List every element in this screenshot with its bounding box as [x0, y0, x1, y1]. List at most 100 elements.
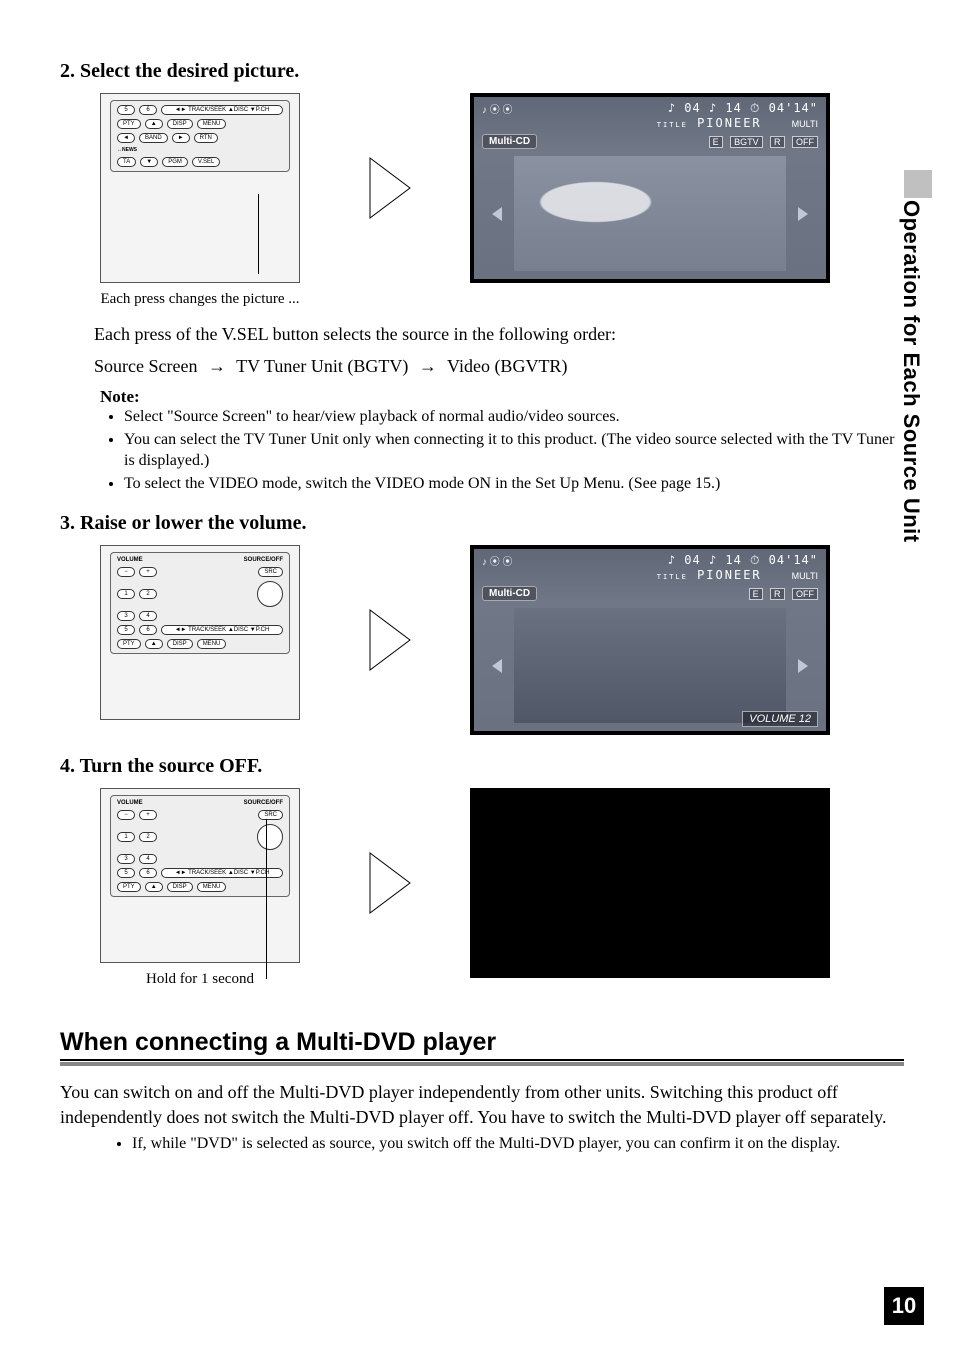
remote-btn-plus: +	[139, 567, 157, 577]
step2-row: 5 6 ◄► TRACK/SEEK ▲DISC ▼P.CH PTY ▲ DISP…	[60, 93, 904, 308]
remote-btn-menu: MENU	[197, 119, 227, 129]
remote-btn-down: ▼	[140, 157, 158, 167]
remote-btn-track-seek: ◄► TRACK/SEEK ▲DISC ▼P.CH	[161, 625, 283, 635]
remote-btn-up: ▲	[145, 119, 163, 129]
arrow-right-icon: →	[208, 356, 226, 376]
src-callout-line	[266, 819, 267, 979]
arrow-icon	[360, 153, 420, 223]
note-title: Note:	[100, 387, 904, 407]
section-sub-item: If, while "DVD" is selected as source, y…	[132, 1135, 904, 1153]
step4-remote: VOLUME SOURCE/OFF − + SRC 1 2	[100, 788, 300, 963]
disp-status-icons: ♪ ⦿ ⦿	[482, 101, 513, 116]
remote-btn-pgm: PGM	[162, 157, 188, 167]
page-number: 10	[884, 1287, 924, 1325]
remote-btn-vsel: V.SEL	[192, 157, 220, 167]
step2-note-block: Note: Select "Source Screen" to hear/vie…	[100, 387, 904, 494]
disp-picture-area	[514, 608, 786, 723]
remote-btn-2: 2	[139, 832, 157, 842]
disp-track: ♪ 04 ♪ 14 ⏱ 04'14"	[668, 553, 818, 567]
step4-heading: 4. Turn the source OFF.	[60, 755, 904, 778]
remote-btn-src: SRC	[258, 810, 283, 820]
step2-caption: Each press changes the picture ...	[100, 291, 300, 308]
remote-btn-3: 3	[117, 611, 135, 621]
remote-btn-pty: PTY	[117, 882, 141, 892]
remote-btn-plus: +	[139, 810, 157, 820]
remote-btn-6: 6	[139, 625, 157, 635]
remote-btn-left: ◄	[117, 133, 135, 143]
remote-btn-2: 2	[139, 589, 157, 599]
remote-btn-rtn: RTN	[194, 133, 218, 143]
step3-display: ♪ ⦿ ⦿ ♪ 04 ♪ 14 ⏱ 04'14" TITLE PIONEER M…	[470, 545, 830, 735]
remote-btn-minus: −	[117, 567, 135, 577]
remote-btn-5: 5	[117, 625, 135, 635]
disp-mode: MULTI	[792, 119, 818, 129]
step3-remote: VOLUME SOURCE/OFF − + SRC 1 2 3 4	[100, 545, 300, 720]
section-title: When connecting a Multi-DVD player	[60, 1028, 904, 1061]
remote-btn-3: 3	[117, 854, 135, 864]
remote-btn-4: 4	[139, 611, 157, 621]
remote-btn-6: 6	[139, 105, 157, 115]
remote-btn-1: 1	[117, 589, 135, 599]
remote-jog-dial	[257, 581, 283, 607]
step4-row: VOLUME SOURCE/OFF − + SRC 1 2	[60, 788, 904, 988]
side-tab-label: Operation for Each Source Unit	[898, 200, 924, 543]
remote-btn-pty: PTY	[117, 119, 141, 129]
remote-label-volume: VOLUME	[117, 800, 143, 806]
section-body: You can switch on and off the Multi-DVD …	[60, 1080, 904, 1129]
remote-jog-dial	[257, 824, 283, 850]
disp-volume-badge: VOLUME 12	[742, 711, 818, 727]
remote-btn-menu: MENU	[197, 882, 227, 892]
step4-caption: Hold for 1 second	[100, 971, 300, 988]
note-item: Select "Source Screen" to hear/view play…	[124, 407, 904, 428]
disp-source: Multi-CD	[482, 586, 537, 601]
disp-picture-area	[514, 156, 786, 271]
arrow-icon	[360, 848, 420, 918]
disp-indicators: E BGTV R OFF	[706, 132, 818, 150]
remote-btn-src: SRC	[258, 567, 283, 577]
step2-heading: 2. Select the desired picture.	[60, 60, 904, 83]
disp-source: Multi-CD	[482, 134, 537, 149]
side-tab-notch	[904, 170, 932, 198]
step2-sequence: Source Screen → TV Tuner Unit (BGTV) → V…	[94, 356, 904, 377]
remote-btn-band: BAND	[139, 133, 168, 143]
step3-heading: 3. Raise or lower the volume.	[60, 512, 904, 535]
remote-btn-menu: MENU	[197, 639, 227, 649]
disp-status-icons: ♪ ⦿ ⦿	[482, 553, 513, 568]
remote-btn-pty: PTY	[117, 639, 141, 649]
step2-remote: 5 6 ◄► TRACK/SEEK ▲DISC ▼P.CH PTY ▲ DISP…	[100, 93, 300, 283]
disp-mode: MULTI	[792, 571, 818, 581]
remote-btn-track-seek: ◄► TRACK/SEEK ▲DISC ▼P.CH	[161, 105, 283, 115]
section-underline	[60, 1062, 904, 1066]
remote-btn-5: 5	[117, 105, 135, 115]
disp-brand: TITLE PIONEER	[657, 568, 762, 582]
note-item: To select the VIDEO mode, switch the VID…	[124, 474, 904, 495]
remote-btn-disp: DISP	[167, 882, 193, 892]
remote-btn-4: 4	[139, 854, 157, 864]
step2-display: ♪ ⦿ ⦿ ♪ 04 ♪ 14 ⏱ 04'14" TITLE PIONEER M…	[470, 93, 830, 283]
remote-label-source-off: SOURCE/OFF	[244, 800, 283, 806]
remote-btn-ta: TA	[117, 157, 136, 167]
remote-btn-disp: DISP	[167, 119, 193, 129]
remote-btn-right: ►	[172, 133, 190, 143]
remote-label-volume: VOLUME	[117, 557, 143, 563]
remote-label-source-off: SOURCE/OFF	[244, 557, 283, 563]
step2-body-line: Each press of the V.SEL button selects t…	[94, 322, 904, 346]
remote-btn-5: 5	[117, 868, 135, 878]
remote-label-news: ↔NEWS	[117, 147, 137, 153]
remote-btn-up: ▲	[145, 882, 163, 892]
remote-btn-disp: DISP	[167, 639, 193, 649]
remote-btn-minus: −	[117, 810, 135, 820]
disp-brand: TITLE PIONEER	[657, 116, 762, 130]
step4-display-off	[470, 788, 830, 978]
remote-btn-6: 6	[139, 868, 157, 878]
step3-row: VOLUME SOURCE/OFF − + SRC 1 2 3 4	[60, 545, 904, 735]
remote-btn-1: 1	[117, 832, 135, 842]
disp-track: ♪ 04 ♪ 14 ⏱ 04'14"	[668, 101, 818, 115]
arrow-icon	[360, 605, 420, 675]
arrow-right-icon: →	[419, 356, 437, 376]
note-item: You can select the TV Tuner Unit only wh…	[124, 430, 904, 472]
vsel-callout-line	[258, 194, 259, 274]
disp-indicators: E R OFF	[746, 584, 818, 602]
remote-btn-track-seek: ◄► TRACK/SEEK ▲DISC ▼P.CH	[161, 868, 283, 878]
remote-btn-up: ▲	[145, 639, 163, 649]
